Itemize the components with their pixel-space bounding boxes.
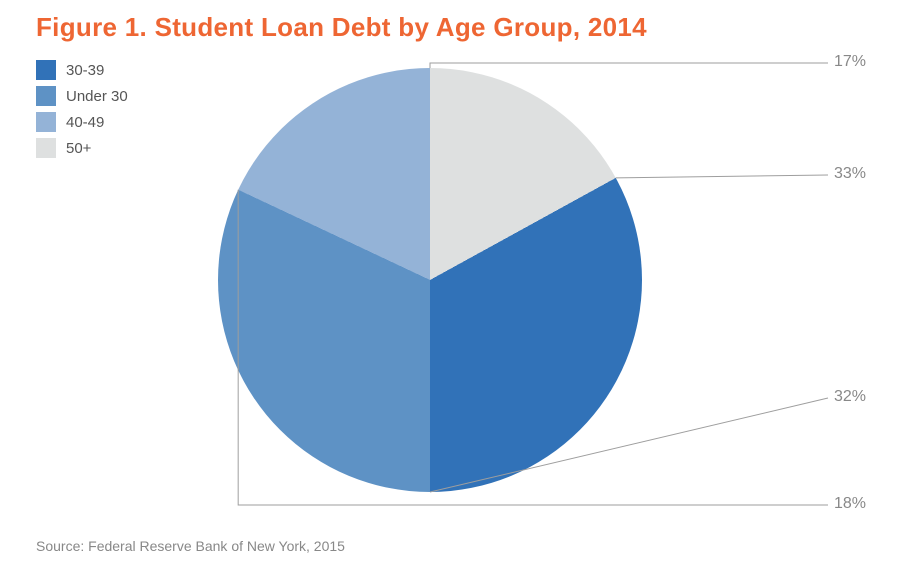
legend-item: 30-39 — [36, 58, 128, 82]
legend-item: 50+ — [36, 136, 128, 160]
legend-swatch — [36, 86, 56, 106]
figure-title: Figure 1. Student Loan Debt by Age Group… — [36, 12, 647, 43]
legend-label: 30-39 — [66, 62, 104, 79]
legend-swatch — [36, 138, 56, 158]
legend-label: 50+ — [66, 140, 91, 157]
callout-label: 17% — [834, 53, 866, 71]
legend: 30-39 Under 30 40-49 50+ — [36, 58, 128, 162]
legend-label: 40-49 — [66, 114, 104, 131]
callout-label: 32% — [834, 388, 866, 406]
callout-line — [616, 175, 828, 178]
pie-chart-canvas — [218, 68, 642, 492]
pie-chart — [218, 68, 642, 492]
callout-label: 33% — [834, 165, 866, 183]
legend-item: Under 30 — [36, 84, 128, 108]
figure-container: Figure 1. Student Loan Debt by Age Group… — [0, 0, 900, 572]
legend-swatch — [36, 60, 56, 80]
legend-label: Under 30 — [66, 88, 128, 105]
source-note: Source: Federal Reserve Bank of New York… — [36, 538, 345, 554]
callout-label: 18% — [834, 495, 866, 513]
legend-item: 40-49 — [36, 110, 128, 134]
legend-swatch — [36, 112, 56, 132]
